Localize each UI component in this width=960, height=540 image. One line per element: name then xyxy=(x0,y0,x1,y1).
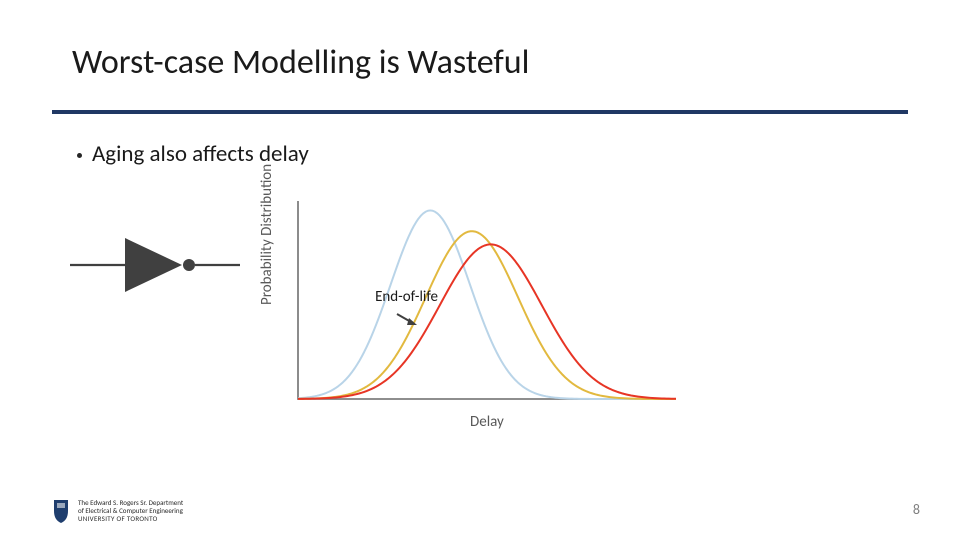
university-crest-icon xyxy=(52,498,70,524)
title-divider xyxy=(52,110,908,114)
chart-annotation: End-of-life xyxy=(375,288,438,326)
footer-text: The Edward S. Rogers Sr. Department of E… xyxy=(78,499,183,523)
page-number: 8 xyxy=(913,501,920,518)
annotation-text: End-of-life xyxy=(375,288,438,306)
annotation-arrow-icon xyxy=(395,310,419,326)
bullet-text: Aging also affects delay xyxy=(92,140,309,168)
bullet-dot-icon xyxy=(77,153,82,158)
slide-title: Worst-case Modelling is Wasteful xyxy=(72,42,529,83)
distribution-chart: Probability Distribution Delay End-of-li… xyxy=(270,195,700,445)
chart-plot-area xyxy=(292,195,682,405)
footer-line-3: UNIVERSITY OF TORONTO xyxy=(78,515,183,523)
chart-y-axis-label: Probability Distribution xyxy=(258,164,276,305)
footer-logo: The Edward S. Rogers Sr. Department of E… xyxy=(52,498,183,524)
chart-x-axis-label: Delay xyxy=(470,413,504,431)
inverter-symbol-icon xyxy=(70,230,240,300)
